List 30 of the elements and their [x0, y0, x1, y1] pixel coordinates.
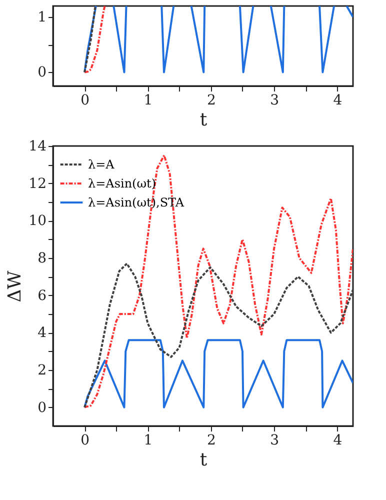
y-tick-label: 0	[38, 64, 46, 81]
y-tick-label: 0	[38, 400, 46, 416]
x-axis-title: t	[200, 110, 208, 130]
line-series	[84, 339, 353, 408]
legend-label: λ=A	[88, 158, 115, 172]
y-tick-label: 8	[38, 250, 46, 266]
x-tick-label: 4	[333, 92, 342, 108]
y-tick-label: 1	[38, 10, 46, 26]
legend-label: λ=Asin(ωt)	[88, 176, 156, 190]
y-tick-label: 2	[38, 362, 46, 378]
x-tick-label: 3	[270, 432, 280, 448]
y-tick-label: 6	[38, 288, 47, 304]
y-tick-label: 12	[28, 176, 46, 192]
line-series	[84, 262, 353, 408]
x-tick-label: 1	[144, 92, 153, 108]
legend-label: λ=Asin(ωt),STA	[88, 196, 184, 210]
x-tick-label: 0	[80, 432, 90, 448]
line-series	[84, 6, 106, 74]
x-tick-label: 3	[270, 92, 280, 108]
y-tick-label: 10	[28, 213, 46, 230]
line-series	[84, 154, 353, 408]
y-axis-title: ΔW	[4, 270, 26, 302]
x-tick-label: 2	[206, 432, 216, 448]
x-tick-label: 0	[80, 92, 90, 108]
x-tick-label: 1	[144, 432, 153, 448]
x-axis-title: t	[200, 450, 208, 470]
x-tick-label: 4	[333, 432, 342, 448]
y-tick-label: 4	[38, 325, 47, 342]
x-tick-label: 2	[206, 92, 216, 108]
y-tick-label: 14	[28, 138, 47, 154]
